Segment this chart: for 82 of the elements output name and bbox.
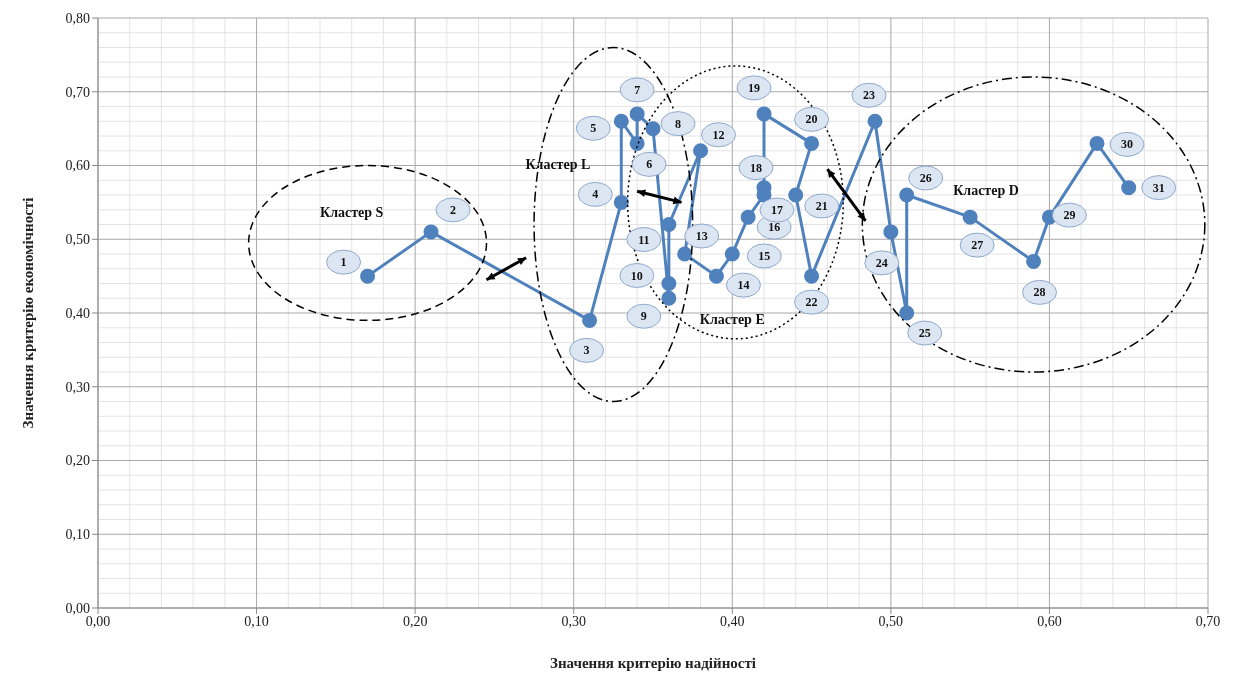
annotation: Кластер D: [953, 183, 1019, 198]
annotation: 27: [971, 238, 984, 253]
annotation: 22: [805, 295, 818, 310]
point: [883, 224, 899, 240]
y-tick-label: 0,00: [65, 600, 90, 616]
annotation: 3: [583, 343, 590, 358]
annotation: 18: [750, 160, 762, 175]
point: [629, 106, 645, 122]
annotation: 11: [638, 232, 650, 247]
annotation: 26: [919, 171, 932, 185]
y-tick-label: 0,50: [65, 232, 90, 248]
point: [661, 290, 677, 306]
point: [629, 135, 645, 151]
y-tick-label: 0,30: [65, 379, 90, 395]
point: [724, 246, 740, 262]
x-axis-title: Значення критерію надійності: [550, 655, 756, 671]
annotation: 31: [1152, 180, 1165, 195]
annotation: 10: [630, 268, 643, 283]
annotation: 16: [768, 220, 781, 235]
annotation: 8: [675, 116, 681, 131]
y-tick-label: 0,80: [65, 10, 90, 26]
annotation: 13: [695, 229, 708, 243]
point: [1121, 180, 1137, 196]
point: [708, 268, 724, 284]
point: [804, 268, 820, 284]
annotation: 7: [634, 82, 641, 97]
annotation: 25: [918, 326, 931, 340]
annotation: Кластер L: [525, 157, 591, 173]
annotation: 12: [712, 127, 725, 142]
annotation: 4: [592, 187, 599, 202]
y-tick-label: 0,20: [65, 453, 90, 469]
point: [756, 106, 772, 122]
x-tick-label: 0,10: [244, 613, 269, 629]
annotation: 9: [640, 309, 647, 324]
point: [613, 113, 629, 129]
point: [582, 312, 598, 328]
y-tick-label: 0,40: [65, 305, 90, 321]
annotation: 29: [1063, 208, 1076, 223]
x-tick-label: 0,40: [720, 613, 745, 629]
x-tick-label: 0,30: [561, 613, 586, 629]
point: [804, 135, 820, 151]
annotation: 2: [450, 202, 456, 217]
annotation: 14: [737, 278, 750, 293]
annotation: Кластер S: [320, 205, 384, 221]
annotation: 15: [758, 249, 771, 263]
point: [867, 113, 883, 129]
point: [740, 209, 756, 225]
point: [423, 224, 439, 240]
point: [360, 268, 376, 284]
point: [645, 121, 661, 137]
x-tick-label: 0,20: [402, 613, 428, 629]
annotation: 21: [815, 199, 828, 213]
annotation: 17: [771, 203, 783, 217]
point: [677, 246, 693, 262]
annotation: 24: [875, 255, 888, 270]
annotation: 20: [805, 112, 818, 127]
y-tick-label: 0,70: [65, 84, 90, 100]
x-tick-label: 0,60: [1037, 613, 1062, 629]
x-tick-label: 0,50: [878, 613, 904, 629]
annotation: 1: [340, 255, 347, 270]
y-tick-label: 0,10: [65, 527, 90, 543]
point: [899, 305, 915, 321]
annotation: 30: [1121, 137, 1133, 152]
annotation: 5: [590, 121, 597, 136]
annotation: 23: [863, 88, 875, 103]
point: [1089, 135, 1105, 151]
point: [661, 276, 677, 291]
point: [613, 194, 629, 210]
annotation: 6: [646, 157, 653, 172]
point: [693, 143, 709, 159]
point: [962, 209, 978, 225]
x-tick-label: 0,70: [1195, 613, 1221, 629]
point: [788, 187, 804, 203]
annotation: 28: [1033, 285, 1046, 300]
y-tick-label: 0,60: [65, 158, 90, 174]
point: [1026, 253, 1042, 269]
point: [899, 187, 915, 203]
y-axis-title: Значення критерію економічності: [20, 197, 37, 429]
annotation: Кластер E: [699, 312, 765, 328]
x-tick-label: 0,00: [85, 613, 111, 629]
point: [661, 217, 677, 232]
annotation: 19: [748, 80, 760, 95]
